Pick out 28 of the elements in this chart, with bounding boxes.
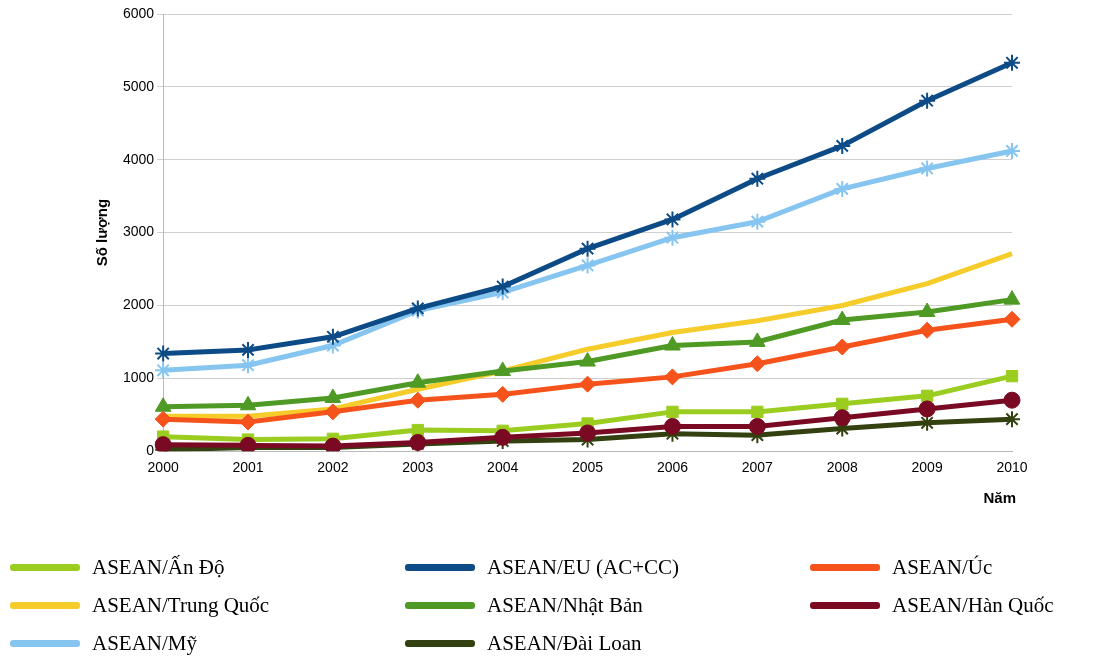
x-tick-label: 2002: [317, 459, 349, 476]
legend-label: ASEAN/Nhật Bản: [487, 592, 643, 618]
x-tick-label: 2007: [741, 459, 774, 476]
legend-label: ASEAN/Hàn Quốc: [892, 592, 1054, 618]
x-tick-label: 2004: [487, 459, 519, 476]
x-tick-label: 2003: [402, 459, 434, 476]
x-tick-label: 2000: [147, 459, 179, 476]
legend-label: ASEAN/EU (AC+CC): [487, 554, 680, 580]
y-tick-label: 0: [146, 442, 155, 459]
legend-label: ASEAN/Ấn Độ: [92, 554, 225, 580]
legend-label: ASEAN/Úc: [892, 554, 993, 580]
legend-label: ASEAN/Mỹ: [92, 630, 198, 656]
x-axis-title: Năm: [983, 488, 1016, 506]
y-tick-label: 2000: [122, 296, 155, 313]
legend-label: ASEAN/Đài Loan: [487, 630, 642, 656]
y-tick-label: 6000: [122, 4, 155, 21]
y-tick-label: 4000: [122, 150, 155, 167]
x-tick-label: 2005: [571, 459, 604, 476]
x-tick-label: 2006: [656, 459, 689, 476]
y-tick-label: 5000: [122, 77, 155, 94]
y-axis-title: Số lượng: [93, 198, 111, 267]
y-tick-label: 1000: [122, 369, 155, 386]
legend-label: ASEAN/Trung Quốc: [92, 592, 270, 618]
x-tick-label: 2008: [826, 459, 859, 476]
y-tick-label: 3000: [122, 223, 155, 240]
x-tick-label: 2010: [996, 459, 1028, 476]
x-tick-label: 2001: [232, 459, 264, 476]
x-tick-label: 2009: [911, 459, 943, 476]
